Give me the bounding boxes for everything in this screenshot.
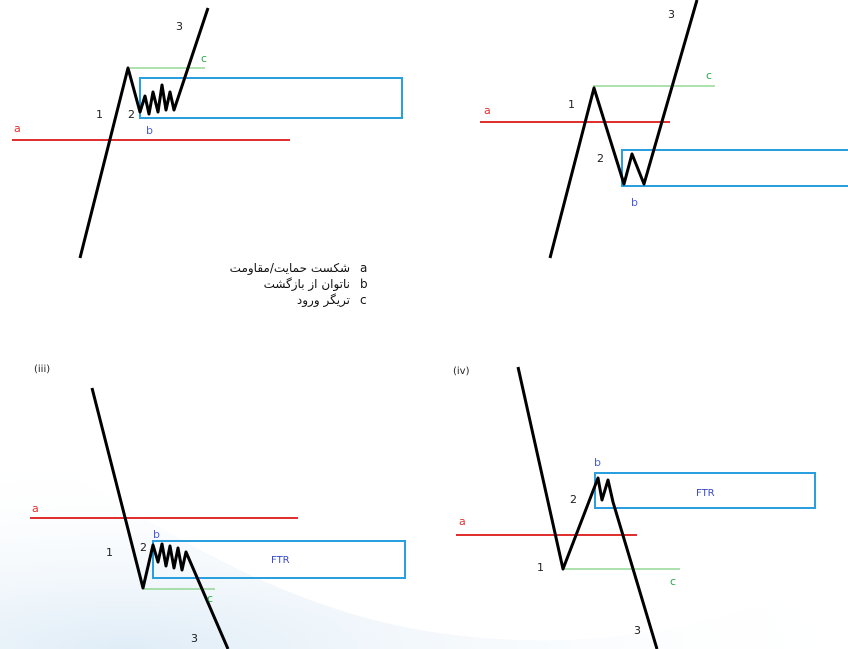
label-b: b: [631, 196, 638, 209]
watermark-sweep: [0, 430, 848, 649]
ftr-zone-box: [621, 149, 848, 187]
wave-label-2: 2: [570, 493, 577, 506]
legend-row-b: ناتوان از بازگشت b: [170, 276, 370, 292]
wave-label-2: 2: [597, 152, 604, 165]
panel-3: (iii) a b c 1 2 3 FTR: [30, 364, 406, 649]
label-a: a: [14, 122, 21, 135]
legend-letter: b: [360, 277, 368, 291]
ftr-zone-box: [152, 540, 406, 579]
legend-row-a: شکست حمایت/مقاومت a: [170, 260, 370, 276]
label-b: b: [153, 528, 160, 541]
price-path: [78, 7, 210, 259]
label-b: b: [146, 124, 153, 137]
ftr-zone-box: [139, 77, 403, 119]
wave-label-1: 1: [96, 108, 103, 121]
legend-letter: c: [360, 293, 367, 307]
label-b: b: [594, 456, 601, 469]
wave-label-1: 1: [106, 546, 113, 559]
legend-text: ناتوان از بازگشت: [263, 277, 350, 291]
panel-roman-label: (iv): [453, 366, 470, 377]
wave-label-3: 3: [191, 632, 198, 645]
wave-label-1: 1: [537, 561, 544, 574]
wave-label-2: 2: [128, 108, 135, 121]
label-a: a: [32, 502, 39, 515]
panel-2: a b c 1 2 3: [480, 0, 848, 259]
legend-text: تریگر ورود: [296, 293, 350, 307]
wave-label-1: 1: [568, 98, 575, 111]
legend-row-c: تریگر ورود c: [170, 292, 370, 308]
panel-4: (iv) a b c 1 2 3 FTR: [453, 366, 816, 649]
label-c: c: [207, 592, 213, 605]
wave-label-3: 3: [176, 20, 183, 33]
label-a: a: [459, 515, 466, 528]
wave-label-3: 3: [668, 8, 675, 21]
ftr-label: FTR: [696, 488, 715, 499]
legend: شکست حمایت/مقاومت a ناتوان از بازگشت b ت…: [170, 260, 370, 308]
price-path: [548, 0, 699, 259]
label-a: a: [484, 104, 491, 117]
legend-text: شکست حمایت/مقاومت: [229, 261, 350, 275]
wave-label-3: 3: [634, 624, 641, 637]
panel-roman-label: (iii): [34, 364, 50, 375]
panel-1: a b c 1 2 3: [12, 7, 403, 259]
wave-label-2: 2: [140, 541, 147, 554]
ftr-zone-box: [594, 472, 816, 509]
price-path: [516, 366, 659, 649]
legend-letter: a: [360, 261, 368, 275]
ftr-label: FTR: [271, 555, 290, 566]
label-c: c: [201, 52, 207, 65]
label-c: c: [670, 575, 676, 588]
price-path: [90, 387, 230, 649]
label-c: c: [706, 69, 712, 82]
